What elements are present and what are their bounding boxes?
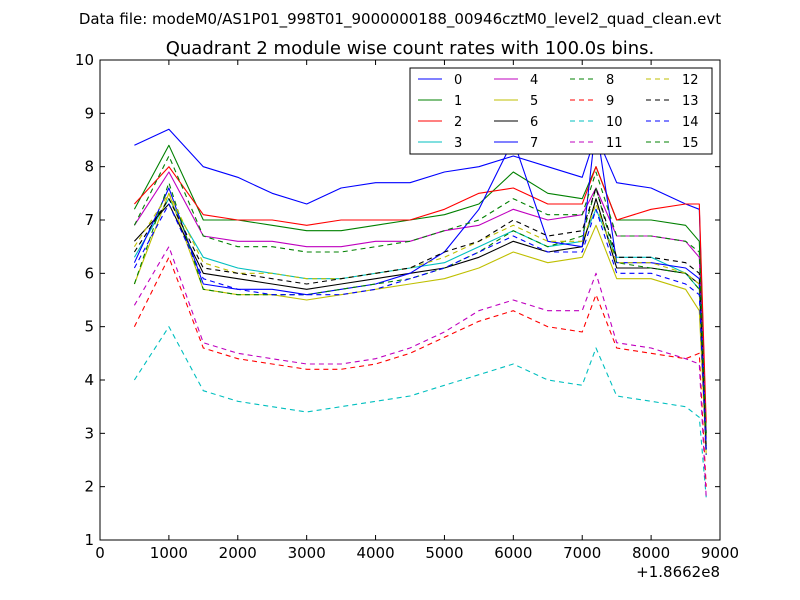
legend-label-6: 6	[530, 115, 538, 130]
legend-label-15: 15	[682, 136, 699, 151]
legend-label-8: 8	[606, 73, 614, 88]
chart-title: Quadrant 2 module wise count rates with …	[166, 38, 655, 59]
legend-label-13: 13	[682, 94, 699, 109]
y-tick-label: 6	[84, 264, 94, 282]
series-layer	[133, 123, 707, 498]
x-tick-label: 8000	[632, 544, 670, 562]
y-tick-label: 5	[84, 318, 94, 336]
series-line-11	[133, 246, 707, 498]
series-line-5	[133, 192, 707, 455]
x-tick-label: 6000	[494, 544, 532, 562]
x-tick-label: 2000	[219, 544, 257, 562]
tick-layer: 0 1000 2000 3000 4000 5000 6000 7000 8000 9000123…	[75, 51, 739, 562]
series-line-10	[133, 326, 707, 498]
legend-label-2: 2	[454, 115, 462, 130]
legend-label-9: 9	[606, 94, 614, 109]
plot-frame	[99, 59, 721, 541]
legend-label-10: 10	[606, 115, 623, 130]
x-tick-label: 7000	[563, 544, 601, 562]
legend-box	[409, 67, 713, 155]
legend-label-0: 0	[454, 73, 462, 88]
chart-suptitle: Data file: modeM0/AS1P01_998T01_90000001…	[79, 10, 721, 29]
series-line-1	[133, 144, 707, 434]
series-line-13	[133, 187, 707, 450]
x-tick-label: 4000	[356, 544, 394, 562]
series-line-4	[133, 171, 707, 439]
x-tick-label: 0	[95, 544, 105, 562]
series-line-0	[134, 128, 707, 434]
series-line-12	[133, 192, 707, 450]
y-tick-label: 4	[84, 371, 94, 389]
series-line-8	[133, 182, 707, 455]
legend-label-12: 12	[682, 73, 699, 88]
y-tick-label: 2	[84, 478, 94, 496]
y-tick-label: 7	[84, 211, 94, 229]
x-tick-label: 9000	[701, 544, 739, 562]
series-line-2	[133, 166, 707, 423]
y-tick-label: 8	[84, 158, 94, 176]
legend-label-7: 7	[530, 136, 538, 151]
legend-label-5: 5	[530, 94, 538, 109]
x-tick-label: 5000	[425, 544, 463, 562]
series-line-9	[133, 256, 707, 487]
y-tick-label: 9	[84, 104, 94, 122]
series-line-3	[133, 198, 707, 445]
series-line-7	[133, 123, 707, 450]
legend-label-1: 1	[454, 94, 462, 109]
legend-label-14: 14	[682, 115, 699, 130]
legend-label-11: 11	[606, 136, 623, 151]
legend-label-4: 4	[530, 73, 538, 88]
x-tick-label: 3000	[288, 544, 326, 562]
y-tick-label: 1	[84, 531, 94, 549]
legend-label-3: 3	[454, 136, 462, 151]
y-tick-label: 3	[84, 424, 94, 442]
x-tick-label: 1000	[150, 544, 188, 562]
y-tick-label: 10	[75, 51, 94, 69]
x-offset-label: +1.8662e8	[636, 563, 720, 581]
series-line-6	[133, 198, 707, 450]
